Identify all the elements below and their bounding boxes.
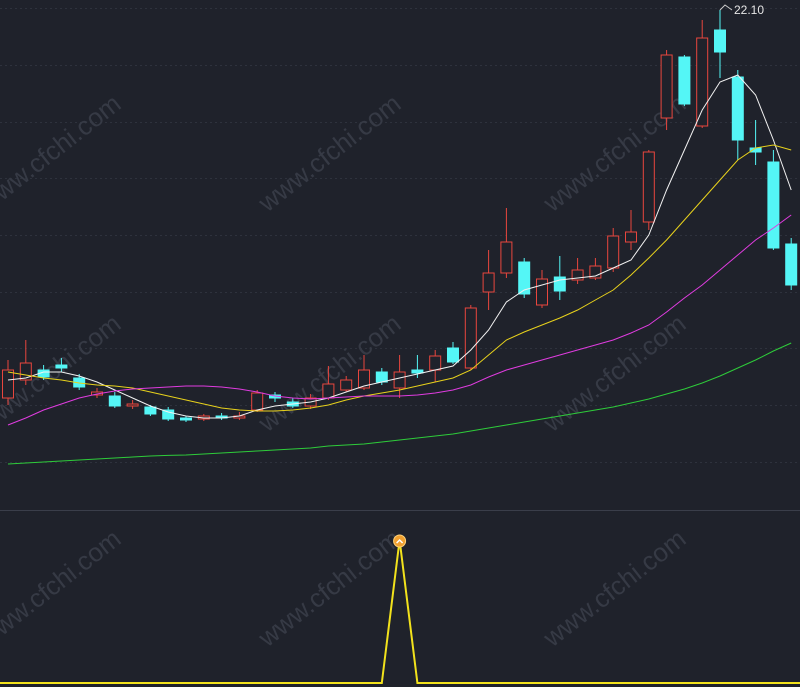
candle-body [375,371,388,383]
candle-body [571,269,584,281]
signal-arrow [396,538,404,544]
candle-body [340,379,353,391]
candle-body [731,76,744,141]
candle-body [19,362,32,381]
candle-body [536,278,548,306]
ma-line [7,342,792,465]
candle-body [322,383,335,399]
candle-body [767,161,780,249]
candle-body [785,243,798,286]
candle-body [411,369,424,374]
candle-body [714,29,726,53]
candle-body [500,241,513,274]
candle-body [518,261,531,295]
candle-body [2,369,14,399]
candle-body [251,392,264,411]
candle-body [144,406,157,415]
annotation: 22.10 [734,3,764,17]
candle-body [482,272,495,293]
candle-body [464,307,477,369]
ma-line [7,214,792,426]
candle-body [393,371,406,389]
candle-body [429,355,442,371]
candle-body [126,403,139,407]
candle-body [553,276,566,292]
annotation-leader [719,4,733,11]
candle-body [607,235,620,269]
candle-body [696,37,709,127]
candle-body [358,369,370,389]
candle-body [660,54,673,119]
candle-body [180,417,192,421]
candle-body [108,395,121,407]
candle-body [162,409,175,420]
candle-body [678,56,691,105]
ma-line [7,74,792,419]
candle-body [589,265,602,279]
candle-body [625,231,637,243]
candle-body [642,151,655,223]
ma-line [7,144,792,412]
candle-body [447,347,459,363]
candle-body [55,364,68,369]
